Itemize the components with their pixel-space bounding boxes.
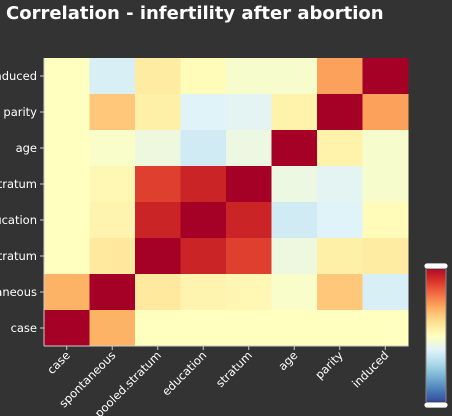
- heatmap-cell[interactable]: [44, 166, 90, 203]
- color-scale-min-handle[interactable]: [423, 401, 449, 409]
- heatmap-cell[interactable]: [317, 94, 363, 131]
- y-tick-label: stratum: [0, 177, 37, 191]
- heatmap-cell[interactable]: [226, 274, 272, 311]
- heatmap-cell[interactable]: [226, 94, 272, 131]
- color-scale-bar: [425, 265, 447, 407]
- heatmap-cell[interactable]: [180, 238, 227, 275]
- heatmap-cell[interactable]: [135, 166, 181, 203]
- heatmap-cell[interactable]: [271, 274, 318, 311]
- heatmap-cell[interactable]: [44, 130, 90, 167]
- heatmap-cell[interactable]: [89, 130, 136, 167]
- x-tick-label: induced: [349, 348, 391, 390]
- x-tick-label: case: [44, 348, 73, 377]
- heatmap-cell[interactable]: [362, 166, 409, 203]
- x-tick-label: stratum: [213, 348, 255, 390]
- y-tick-labels: induced parity age stratum education pooled.s…: [0, 69, 44, 335]
- heatmap-cell[interactable]: [317, 58, 363, 95]
- heatmap-cell[interactable]: [271, 166, 318, 203]
- heatmap-cell[interactable]: [317, 130, 363, 167]
- heatmap-cell[interactable]: [89, 238, 136, 275]
- heatmap-cells: [44, 58, 409, 347]
- heatmap-cell[interactable]: [317, 166, 363, 203]
- heatmap-cell[interactable]: [271, 238, 318, 275]
- heatmap-cell[interactable]: [180, 202, 227, 239]
- heatmap-cell[interactable]: [362, 238, 409, 275]
- heatmap-cell[interactable]: [180, 166, 227, 203]
- chart-title: Correlation - infertility after abortion: [6, 3, 384, 24]
- heatmap-cell[interactable]: [135, 58, 181, 95]
- heatmap-cell[interactable]: [89, 166, 136, 203]
- heatmap-cell[interactable]: [135, 94, 181, 131]
- y-tick-label: pooled.stratum: [0, 249, 37, 263]
- heatmap-cell[interactable]: [135, 130, 181, 167]
- heatmap-cell[interactable]: [135, 238, 181, 275]
- heatmap-cell[interactable]: [362, 94, 409, 131]
- heatmap-cell[interactable]: [362, 310, 409, 347]
- heatmap-cell[interactable]: [317, 310, 363, 347]
- heatmap-cell[interactable]: [317, 202, 363, 239]
- heatmap-cell[interactable]: [271, 58, 318, 95]
- y-tick-label: parity: [3, 105, 37, 119]
- heatmap-cell[interactable]: [226, 238, 272, 275]
- heatmap-cell[interactable]: [89, 94, 136, 131]
- heatmap-cell[interactable]: [44, 58, 90, 95]
- heatmap-cell[interactable]: [362, 130, 409, 167]
- heatmap-cell[interactable]: [271, 94, 318, 131]
- y-tick-label: education: [0, 213, 37, 227]
- y-tick-label: induced: [0, 69, 37, 83]
- x-tick-label: education: [159, 348, 209, 398]
- heatmap-cell[interactable]: [226, 310, 272, 347]
- heatmap-cell[interactable]: [44, 238, 90, 275]
- heatmap-cell[interactable]: [226, 166, 272, 203]
- heatmap-cell[interactable]: [135, 202, 181, 239]
- heatmap-cell[interactable]: [362, 58, 409, 95]
- heatmap-cell[interactable]: [317, 274, 363, 311]
- heatmap-cell[interactable]: [44, 310, 90, 347]
- heatmap-cell[interactable]: [180, 130, 227, 167]
- heatmap-cell[interactable]: [271, 310, 318, 347]
- heatmap-cell[interactable]: [226, 202, 272, 239]
- heatmap-cell[interactable]: [135, 310, 181, 347]
- heatmap-cell[interactable]: [226, 58, 272, 95]
- x-tick-label: parity: [312, 348, 346, 382]
- heatmap-cell[interactable]: [44, 274, 90, 311]
- heatmap-axes: [43, 58, 408, 347]
- heatmap-cell[interactable]: [271, 130, 318, 167]
- heatmap-cell[interactable]: [89, 58, 136, 95]
- heatmap-cell[interactable]: [180, 94, 227, 131]
- heatmap-cell[interactable]: [89, 274, 136, 311]
- color-scale-max-handle[interactable]: [423, 262, 449, 270]
- heatmap-cell[interactable]: [44, 202, 90, 239]
- color-scale-legend[interactable]: [423, 262, 449, 409]
- heatmap-cell[interactable]: [362, 274, 409, 311]
- y-tick-label: spontaneous: [0, 285, 37, 299]
- heatmap-cell[interactable]: [362, 202, 409, 239]
- heatmap-cell[interactable]: [226, 130, 272, 167]
- y-tick-label: case: [11, 321, 37, 335]
- x-tick-label: age: [275, 348, 300, 373]
- heatmap-cell[interactable]: [180, 58, 227, 95]
- heatmap-cell[interactable]: [180, 310, 227, 347]
- heatmap-cell[interactable]: [180, 274, 227, 311]
- heatmap-cell[interactable]: [317, 238, 363, 275]
- heatmap-cell[interactable]: [44, 94, 90, 131]
- heatmap-cell[interactable]: [89, 202, 136, 239]
- heatmap-cell[interactable]: [271, 202, 318, 239]
- y-tick-label: age: [16, 141, 37, 155]
- heatmap-cell[interactable]: [135, 274, 181, 311]
- heatmap-cell[interactable]: [89, 310, 136, 347]
